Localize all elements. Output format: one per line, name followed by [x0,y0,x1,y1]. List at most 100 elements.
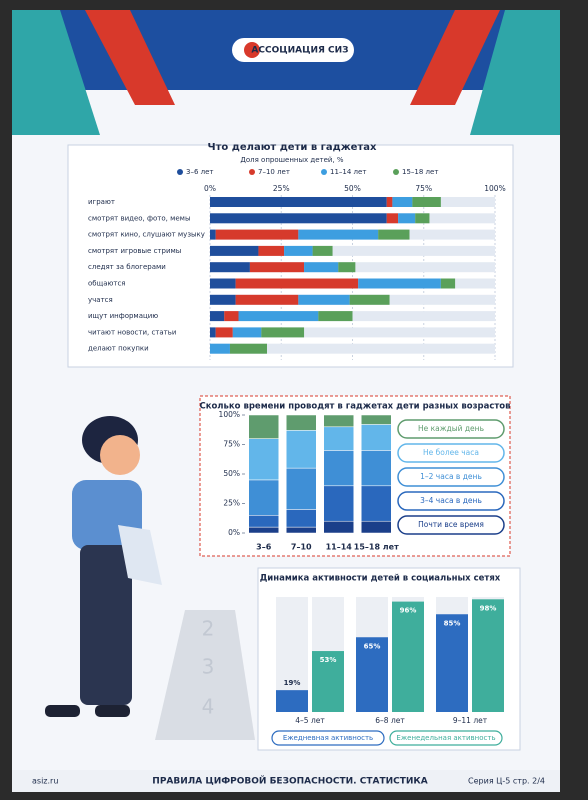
stripe [85,10,175,105]
legend-marker [321,169,327,175]
bar-segment [286,526,317,534]
track [210,327,495,338]
bar-segment [224,311,239,322]
category-label: следят за блогерами [88,263,166,271]
bar-segment [210,278,236,289]
bar-segment [286,467,317,510]
track [210,245,495,256]
bar-segment [248,438,279,481]
footer-band [12,770,560,792]
logo-pill [232,38,354,62]
legend-label: 3–6 лет [186,168,214,176]
bar [276,690,308,712]
bar [312,651,344,712]
pedestal-number: 3 [202,655,215,679]
bar-segment [286,430,317,469]
bar-segment [440,278,456,289]
bar [392,601,424,712]
x-tick-label: 25% [273,184,290,193]
x-tick-label: 7–10 [291,543,312,552]
bar-segment [304,262,339,273]
bar-segment [386,213,399,224]
bar-segment [284,245,313,256]
chart-subtitle: Доля опрошенных детей, % [240,156,344,164]
bar-segment [210,327,216,338]
illustration [45,416,162,717]
legend-label: Не более часа [423,448,479,457]
category-label: учатся [88,296,113,304]
bar-segment [249,262,305,273]
footer-series: Серия Ц-5 стр. 2/4 [468,777,545,786]
x-tick-label: 9–11 лет [453,716,488,725]
bar-segment [392,197,413,207]
bar-segment [210,311,225,322]
stripe [12,10,100,135]
category-label: смотрят кино, слушают музыку [88,231,205,239]
pedestal-number: 4 [202,695,215,719]
bar-segment [378,229,410,240]
pedestal-number: 2 [202,617,215,641]
category-label: общаются [88,280,126,288]
legend-label: 15–18 лет [402,168,438,176]
category-label: читают новости, статьи [88,328,176,336]
bar-segment [361,450,392,487]
bar-segment [358,278,441,289]
bar-segment [349,294,390,305]
category-label: смотрят игровые стримы [88,247,181,255]
bar-segment [361,424,392,451]
bar-segment [323,450,354,487]
stripe [470,10,560,135]
x-tick-label: 0% [204,184,216,193]
legend-label: Не каждый день [418,424,484,433]
bar-segment [248,414,279,439]
value-label: 53% [320,656,337,664]
y-tick-label: 75% [223,440,240,449]
bar-segment [210,262,250,273]
footer-site: asiz.ru [32,777,58,786]
bar [436,614,468,712]
chart-title: Динамика активности детей в социальных с… [260,574,501,584]
bar-segment [210,197,387,207]
bar-segment [415,213,430,224]
bar-segment [229,343,267,354]
bar-segment [323,520,354,534]
legend-label: Еженедельная активность [396,734,495,742]
y-tick-label: 0% [228,528,240,537]
bar-segment [323,426,354,451]
bar-segment [248,515,279,528]
bar-segment [298,229,379,240]
value-label: 85% [444,619,461,627]
value-label: 19% [284,679,301,687]
bar-segment [361,520,392,534]
bar-segment [318,311,353,322]
x-tick-label: 6–8 лет [375,716,405,725]
chart-title: Сколько времени проводят в гаджетах дети… [199,402,510,412]
bar-segment [286,509,317,528]
bar-segment [210,245,259,256]
value-label: 65% [364,642,381,650]
bar-segment [258,245,285,256]
category-label: ищут информацию [88,312,158,320]
y-tick-label: 100% [219,410,240,419]
chart-title: Что делают дети в гаджетах [208,142,377,153]
bar [472,599,504,712]
x-tick-label: 100% [484,184,505,193]
bar-segment [398,213,416,224]
track [210,343,495,354]
legend-marker [249,169,255,175]
legend-label: Ежедневная активность [283,734,373,742]
x-tick-label: 3–6 [256,543,272,552]
value-label: 96% [400,607,417,615]
bar-segment [248,479,279,516]
legend-box [397,419,505,439]
category-label: делают покупки [88,345,149,353]
legend-label: 3–4 часа в день [420,496,482,505]
legend-box [397,491,505,511]
stripe [410,10,500,105]
legend-box [397,515,505,535]
bar-segment [232,327,262,338]
legend-box [397,467,505,487]
bar-segment [412,197,441,207]
organization: АССОЦИАЦИЯ СИЗ [251,46,348,56]
